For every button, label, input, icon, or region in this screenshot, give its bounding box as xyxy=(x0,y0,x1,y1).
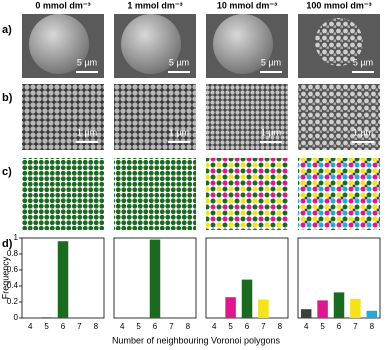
bar xyxy=(57,241,69,318)
bar xyxy=(149,239,161,318)
column-header: 100 mmol dm⁻³ xyxy=(306,0,371,10)
x-tick-label: 7 xyxy=(77,322,82,331)
x-tick-label: 8 xyxy=(186,322,191,331)
bar xyxy=(41,317,52,318)
x-tick-label: 6 xyxy=(337,322,342,331)
y-tick-label: 0.6 xyxy=(7,265,19,274)
x-tick-label: 7 xyxy=(169,322,174,331)
sphere xyxy=(29,14,89,74)
column-header: 1 mmol dm⁻³ xyxy=(127,0,182,10)
sem-image xyxy=(298,84,380,150)
x-tick-label: 4 xyxy=(304,322,309,331)
y-tick-label: 0.4 xyxy=(7,281,19,290)
row-label: a) xyxy=(2,24,12,36)
voronoi-map xyxy=(22,158,104,230)
sem-image xyxy=(114,84,196,150)
y-tick-label: 0.8 xyxy=(7,249,19,258)
column-header: 10 mmol dm⁻³ xyxy=(217,0,277,10)
y-axis-label: Frequency xyxy=(0,256,10,299)
x-tick-label: 4 xyxy=(120,322,125,331)
bar xyxy=(300,309,312,318)
scale-bar-label: 5 µm xyxy=(77,57,97,67)
bar xyxy=(333,292,345,318)
bar xyxy=(317,300,328,318)
row-label: c) xyxy=(2,166,12,178)
x-tick-label: 7 xyxy=(261,322,266,331)
column-header: 0 mmol dm⁻³ xyxy=(35,0,90,10)
y-tick-label: 0 xyxy=(14,313,19,322)
bar xyxy=(241,279,253,318)
sphere xyxy=(121,14,181,74)
scale-bar-label: 1 µm xyxy=(77,127,97,137)
x-tick-label: 8 xyxy=(278,322,283,331)
x-tick-label: 6 xyxy=(153,322,158,331)
scale-bar-label: 5 µm xyxy=(261,57,281,67)
bar xyxy=(225,297,236,318)
x-tick-label: 5 xyxy=(228,322,233,331)
y-tick-label: 0.2 xyxy=(7,297,19,306)
scale-bar-label: 1 µm xyxy=(353,127,373,137)
sem-image xyxy=(206,84,288,150)
scale-bar-label: 5 µm xyxy=(353,57,373,67)
x-tick-label: 7 xyxy=(353,322,358,331)
y-tick-label: 1 xyxy=(14,233,19,242)
bar xyxy=(366,310,378,318)
x-tick-label: 4 xyxy=(28,322,33,331)
bar xyxy=(258,299,269,318)
scale-bar-label: 5 µm xyxy=(169,57,189,67)
x-tick-label: 4 xyxy=(212,322,217,331)
x-tick-label: 6 xyxy=(61,322,66,331)
x-axis-label: Number of neighbouring Voronoi polygons xyxy=(112,335,281,345)
voronoi-map xyxy=(206,158,288,230)
sem-image xyxy=(22,84,104,150)
scale-bar-label: 1 µm xyxy=(261,127,281,137)
row-label: b) xyxy=(2,92,13,104)
row-label: d) xyxy=(2,238,13,250)
x-tick-label: 5 xyxy=(136,322,141,331)
x-tick-label: 5 xyxy=(44,322,49,331)
sphere xyxy=(315,18,363,66)
x-tick-label: 5 xyxy=(320,322,325,331)
voronoi-map xyxy=(298,158,380,230)
x-tick-label: 8 xyxy=(370,322,375,331)
bar xyxy=(350,298,361,318)
x-tick-label: 8 xyxy=(94,322,99,331)
sphere xyxy=(213,14,273,74)
scale-bar-label: 1 µm xyxy=(169,127,189,137)
voronoi-map xyxy=(114,158,196,230)
x-tick-label: 6 xyxy=(245,322,250,331)
